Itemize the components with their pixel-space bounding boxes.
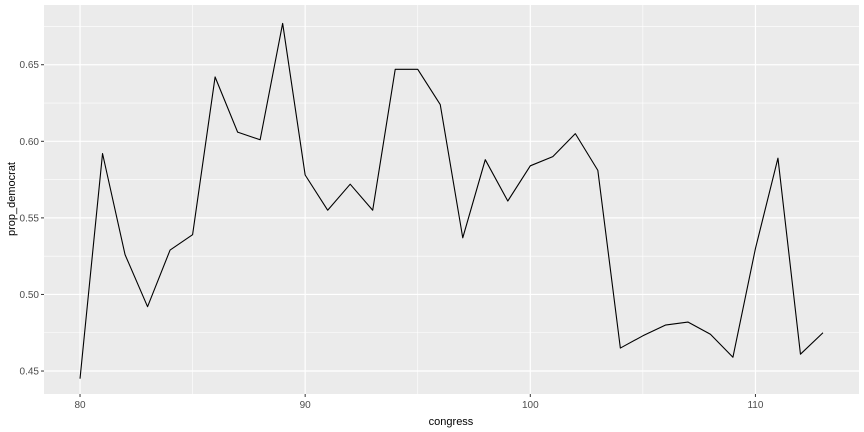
y-tick-labels: 0.45 0.50 0.55 0.60 0.65: [20, 60, 40, 377]
y-tick-label: 0.55: [20, 213, 40, 224]
y-tick-label: 0.45: [20, 367, 40, 378]
x-axis-ticks: [79, 394, 756, 397]
series-layer: [79, 22, 824, 379]
plot-panel: [44, 5, 859, 394]
major-gridlines: [44, 5, 859, 394]
x-tick-labels: 80 90 100 110: [74, 400, 763, 411]
y-tick-label: 0.60: [20, 137, 40, 148]
y-tick-label: 0.65: [20, 60, 40, 71]
y-tick-label: 0.50: [20, 290, 40, 301]
x-tick-label: 80: [74, 400, 86, 411]
series-line-0: [79, 22, 824, 379]
y-axis-ticks: [41, 64, 44, 372]
x-tick-label: 100: [522, 400, 539, 411]
x-axis-title: congress: [429, 416, 474, 428]
x-tick-label: 90: [300, 400, 312, 411]
x-tick-label: 110: [747, 400, 763, 411]
y-axis-title: prop_democrat: [6, 162, 18, 236]
